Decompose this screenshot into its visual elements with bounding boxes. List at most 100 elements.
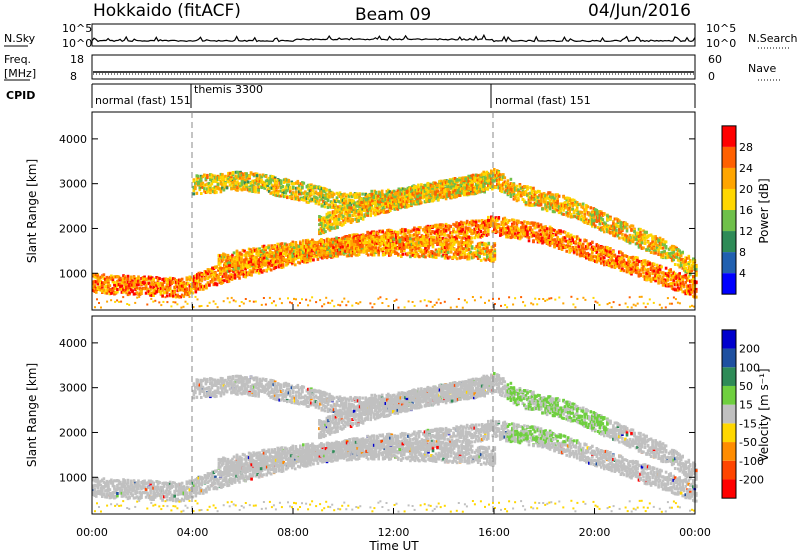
power-cell (303, 260, 306, 264)
power-cell (648, 262, 651, 266)
power-cell (297, 244, 301, 248)
power-cell (396, 230, 400, 234)
power-cell (167, 280, 170, 284)
power-cell (378, 229, 381, 233)
power-cell (628, 260, 632, 264)
power-cell (119, 276, 122, 280)
power-cell (419, 226, 422, 230)
power-cell (203, 277, 207, 280)
power-cell (98, 279, 101, 283)
power-cell (144, 291, 148, 295)
noise-right-tick-bottom: 10^0 (706, 37, 736, 50)
power-cell (255, 255, 258, 259)
power-cell (113, 292, 116, 296)
power-cell (190, 287, 193, 291)
power-cell (199, 278, 202, 282)
power-cell (92, 286, 95, 289)
power-cell (312, 254, 316, 258)
power-cell (202, 285, 205, 289)
power-cell (194, 278, 198, 282)
power-cell (104, 291, 107, 295)
power-cell (493, 257, 497, 261)
power-cell (152, 277, 155, 281)
power-cell (199, 287, 202, 291)
power-cell (107, 289, 110, 293)
power-cell (116, 288, 119, 291)
power-cell (205, 274, 208, 277)
power-cell (155, 276, 158, 279)
power-cell (108, 289, 112, 293)
power-cell (520, 235, 523, 239)
power-cell (126, 280, 130, 284)
power-cell (192, 192, 196, 196)
power-cell (526, 221, 529, 225)
power-cell (355, 233, 359, 237)
power-cell (196, 281, 199, 285)
power-cell (431, 245, 435, 249)
power-cell (434, 256, 438, 259)
noise-sky-label: N.Sky (4, 32, 36, 45)
power-cell (149, 291, 152, 295)
power-cell (197, 275, 201, 279)
power-cell (215, 265, 219, 269)
power-cell (280, 263, 283, 267)
power-cell (120, 281, 124, 285)
power-cell (277, 252, 280, 256)
power-cell (114, 284, 118, 288)
power-cell (269, 264, 273, 268)
power-cell (352, 233, 356, 237)
power-cell (240, 182, 244, 186)
power-cell (123, 286, 127, 289)
power-cell (250, 273, 253, 277)
power-cell (271, 263, 274, 267)
power-cell (92, 288, 95, 292)
power-cell (242, 272, 246, 276)
power-cell (636, 266, 639, 270)
power-cell (111, 290, 115, 294)
power-cell (250, 259, 253, 263)
station-title: Hokkaido (fitACF) (93, 1, 241, 21)
power-cell (355, 234, 359, 238)
power-cell (575, 250, 579, 254)
power-cell (389, 253, 393, 257)
power-cell (150, 281, 154, 285)
power-cell (272, 266, 276, 270)
power-cell (177, 281, 181, 285)
power-cell (194, 185, 197, 189)
power-cell (215, 273, 219, 277)
power-cell (206, 270, 210, 274)
power-cell (389, 239, 393, 242)
power-cell (108, 284, 112, 288)
power-cell (202, 287, 205, 291)
power-cell (188, 287, 192, 291)
freq-left-tick-top: 18 (70, 53, 84, 66)
freq-left-tick-bottom: 8 (70, 70, 77, 83)
power-cell (173, 290, 176, 294)
power-cell (648, 271, 651, 275)
power-cell (259, 263, 263, 267)
power-cell (487, 232, 490, 236)
power-cell (113, 283, 116, 287)
power-cell (155, 284, 158, 288)
power-cell (229, 275, 232, 278)
power-cell (113, 286, 116, 290)
power-cell (168, 283, 172, 287)
power-cell (191, 285, 195, 289)
power-cell (146, 289, 149, 293)
power-cell (318, 254, 322, 258)
power-cell (152, 285, 155, 289)
power-cell (132, 276, 136, 280)
power-cell (104, 277, 107, 281)
power-cell (269, 268, 273, 272)
power-cell (527, 239, 531, 243)
power-cell (174, 280, 178, 284)
power-cell (557, 247, 561, 250)
power-cell (125, 278, 128, 282)
power-cell (177, 278, 181, 282)
power-cell (256, 265, 259, 269)
power-cell (233, 276, 237, 280)
power-cell (143, 275, 146, 279)
power-cell (96, 273, 100, 277)
power-cell (404, 245, 408, 249)
power-cell (242, 274, 246, 278)
